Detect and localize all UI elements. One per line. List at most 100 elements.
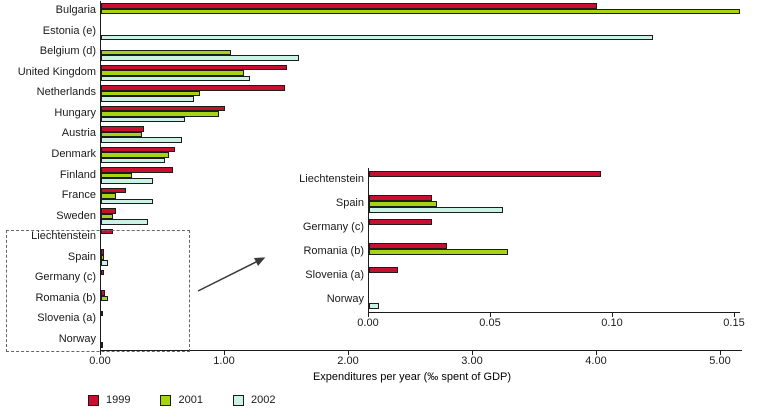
bar-2002 xyxy=(101,157,166,164)
y-axis-line xyxy=(368,168,369,312)
category-label: Germany (c) xyxy=(302,221,364,233)
category-label: Germany (c) xyxy=(34,271,96,284)
bar-2001 xyxy=(101,193,116,199)
x-tick-label: 3.00 xyxy=(461,355,483,367)
bar-1999 xyxy=(101,310,103,317)
category-label: Austria xyxy=(61,127,96,140)
category-label: Slovenia (a) xyxy=(37,312,96,325)
bar-2002 xyxy=(101,55,300,61)
x-tick-label: 0.05 xyxy=(479,317,501,329)
category-label: Belgium (d) xyxy=(39,45,96,58)
bar-1999 xyxy=(101,290,105,296)
legend-swatch-2001 xyxy=(160,394,172,406)
x-tick xyxy=(472,351,473,355)
bar-2001 xyxy=(101,49,232,56)
x-tick-label: 0.10 xyxy=(601,317,623,329)
bar-2002 xyxy=(101,75,250,82)
x-tick-label: 5.00 xyxy=(709,355,731,367)
category-label: Netherlands xyxy=(36,86,96,99)
bar-1999 xyxy=(369,195,433,201)
bar-1999 xyxy=(369,243,448,249)
bar-2002 xyxy=(101,198,154,205)
bar-2001 xyxy=(101,111,219,117)
x-tick-label: 0.00 xyxy=(89,355,111,367)
legend-item-2002: 2002 xyxy=(232,394,276,406)
bar-1999 xyxy=(369,171,601,177)
category-label: Hungary xyxy=(54,106,96,119)
x-tick-label: 0.15 xyxy=(723,317,745,329)
bar-2002 xyxy=(101,178,154,184)
bar-2002 xyxy=(101,34,653,41)
category-label: Romania (b) xyxy=(35,291,96,304)
x-tick xyxy=(734,313,735,317)
category-label: Finland xyxy=(59,168,96,181)
bar-1999 xyxy=(101,105,225,112)
category-label: Estonia (e) xyxy=(42,24,96,37)
x-tick-label: 0.00 xyxy=(357,317,379,329)
bar-2002 xyxy=(101,342,103,348)
x-tick xyxy=(368,313,369,317)
category-label: Liechtenstein xyxy=(31,230,96,243)
x-tick xyxy=(100,351,101,355)
x-axis-title: Expenditures per year (‰ spent of GDP) xyxy=(312,371,512,383)
x-axis-line xyxy=(100,350,742,351)
bar-1999 xyxy=(101,208,116,214)
bar-2002 xyxy=(101,260,108,266)
bar-1999 xyxy=(101,249,105,255)
category-label: France xyxy=(61,189,96,202)
bar-1999 xyxy=(369,267,399,273)
bar-2002 xyxy=(101,116,186,123)
legend-label-1999: 1999 xyxy=(106,394,131,406)
bar-2002 xyxy=(101,96,194,102)
legend: 1999 2001 2002 xyxy=(88,394,275,406)
bar-2001 xyxy=(369,201,438,207)
bar-1999 xyxy=(101,126,145,132)
category-label: Sweden xyxy=(56,209,96,222)
category-label: Liechtenstein xyxy=(299,173,364,185)
category-label: Bulgaria xyxy=(55,4,96,17)
legend-swatch-2002 xyxy=(232,394,244,406)
bar-1999 xyxy=(101,64,287,71)
bar-2001 xyxy=(101,295,109,302)
category-label: United Kingdom xyxy=(17,65,96,78)
x-tick-label: 2.00 xyxy=(337,355,359,367)
bar-2001 xyxy=(101,254,105,261)
bar-2001 xyxy=(101,131,142,138)
x-tick xyxy=(720,351,721,355)
x-tick xyxy=(224,351,225,355)
legend-label-2001: 2001 xyxy=(178,394,203,406)
bar-2001 xyxy=(101,152,170,158)
bar-1999 xyxy=(101,187,126,194)
bar-2001 xyxy=(101,8,740,14)
bar-1999 xyxy=(101,3,597,9)
bar-2002 xyxy=(369,303,379,309)
category-label: Denmark xyxy=(51,147,96,160)
x-tick xyxy=(490,313,491,317)
bar-2001 xyxy=(369,249,509,255)
category-label: Spain xyxy=(335,197,364,209)
category-label: Romania (b) xyxy=(303,245,364,257)
bar-1999 xyxy=(101,269,105,276)
bar-1999 xyxy=(369,219,433,225)
bar-2002 xyxy=(101,137,182,143)
legend-item-1999: 1999 xyxy=(88,394,130,406)
category-label: Norway xyxy=(326,293,364,305)
bar-2002 xyxy=(101,219,149,225)
bar-2001 xyxy=(101,90,201,97)
bar-2001 xyxy=(101,213,114,220)
category-label: Spain xyxy=(67,250,96,263)
bar-2002 xyxy=(369,207,504,213)
legend-label-2002: 2002 xyxy=(250,394,276,406)
x-tick xyxy=(596,351,597,355)
bar-1999 xyxy=(101,228,113,235)
bar-1999 xyxy=(101,146,176,153)
x-tick xyxy=(348,351,349,355)
zoom-region-box xyxy=(6,230,190,352)
x-tick-label: 4.00 xyxy=(585,355,607,367)
bar-2001 xyxy=(101,172,132,179)
bar-1999 xyxy=(101,85,285,91)
y-axis-line xyxy=(100,1,101,350)
category-label: Norway xyxy=(58,332,96,345)
category-label: Slovenia (a) xyxy=(305,269,364,281)
